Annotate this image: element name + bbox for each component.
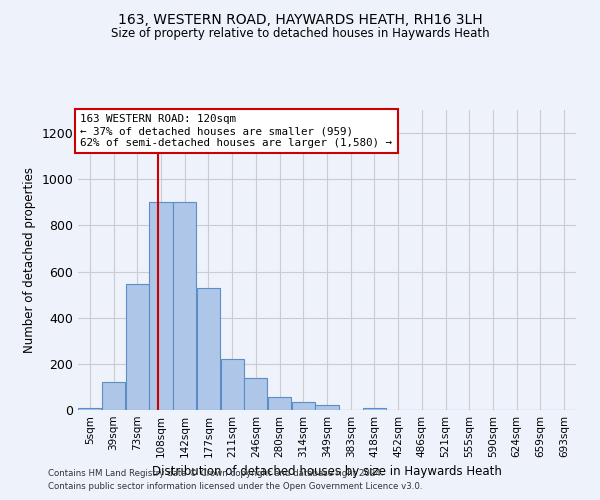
Text: Contains HM Land Registry data © Crown copyright and database right 2024.: Contains HM Land Registry data © Crown c…	[48, 468, 383, 477]
Bar	[244, 378, 268, 410]
Text: Size of property relative to detached houses in Haywards Heath: Size of property relative to detached ho…	[110, 28, 490, 40]
Bar	[102, 382, 125, 410]
Bar	[292, 402, 315, 410]
X-axis label: Distribution of detached houses by size in Haywards Heath: Distribution of detached houses by size …	[152, 466, 502, 478]
Bar	[221, 359, 244, 410]
Bar	[268, 398, 291, 410]
Bar	[125, 284, 149, 410]
Bar	[149, 202, 173, 410]
Bar	[316, 406, 338, 410]
Text: Contains public sector information licensed under the Open Government Licence v3: Contains public sector information licen…	[48, 482, 422, 491]
Y-axis label: Number of detached properties: Number of detached properties	[23, 167, 36, 353]
Bar	[173, 202, 196, 410]
Text: 163, WESTERN ROAD, HAYWARDS HEATH, RH16 3LH: 163, WESTERN ROAD, HAYWARDS HEATH, RH16 …	[118, 12, 482, 26]
Bar	[363, 408, 386, 410]
Text: 163 WESTERN ROAD: 120sqm
← 37% of detached houses are smaller (959)
62% of semi-: 163 WESTERN ROAD: 120sqm ← 37% of detach…	[80, 114, 392, 148]
Bar	[78, 408, 101, 410]
Bar	[197, 288, 220, 410]
